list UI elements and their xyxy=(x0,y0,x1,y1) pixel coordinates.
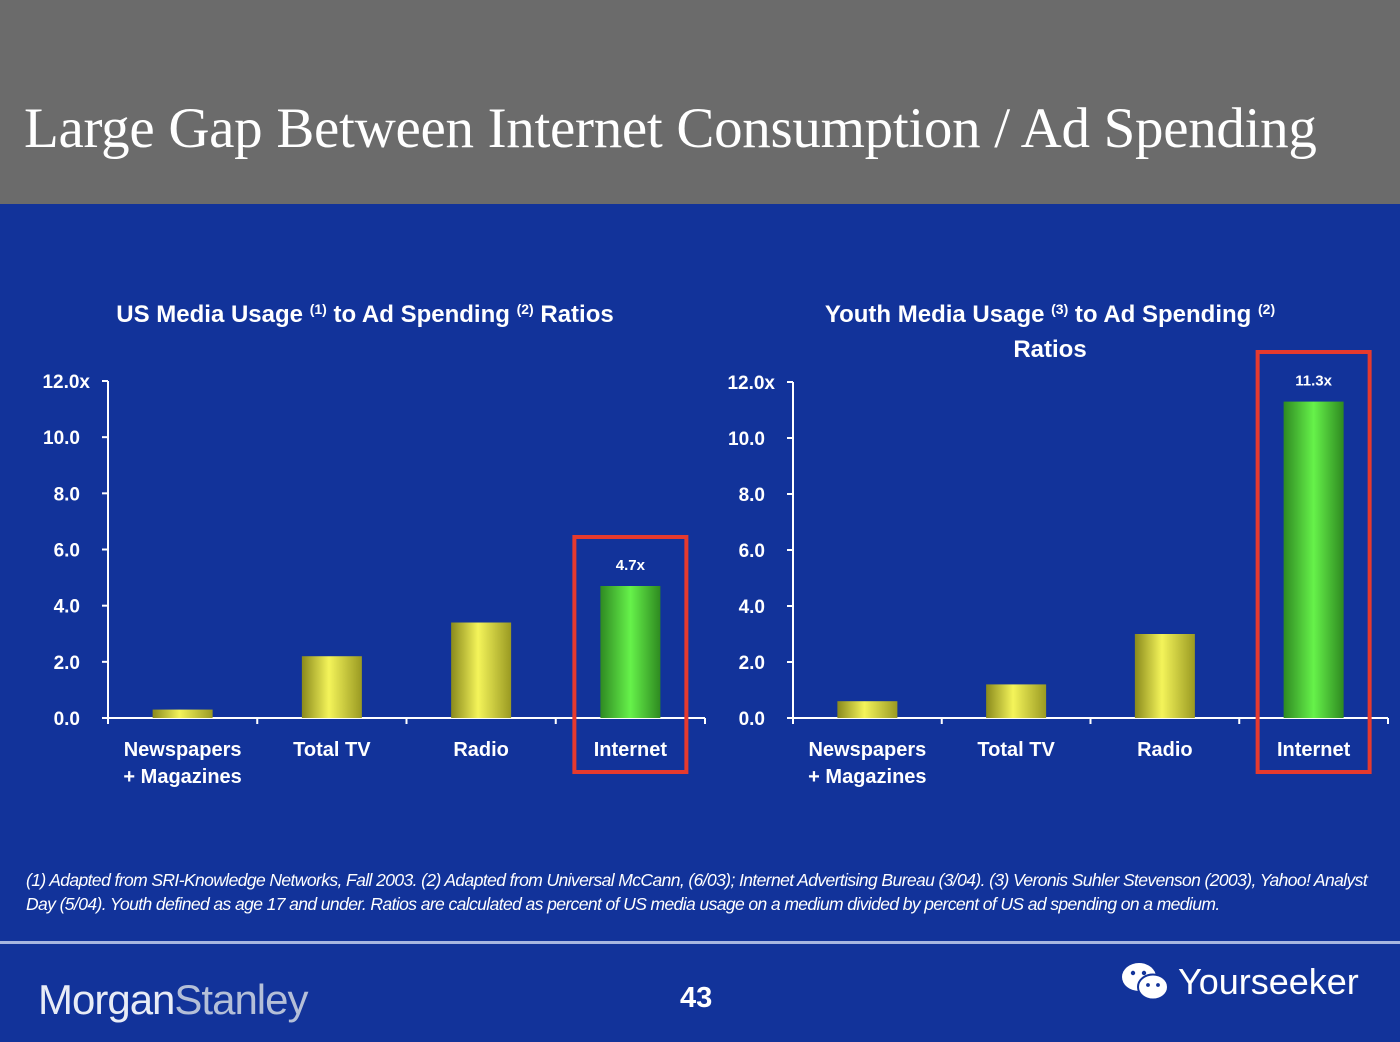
bar-internet xyxy=(600,586,661,718)
bar-radio xyxy=(451,622,512,718)
divider xyxy=(0,941,1400,944)
x-tick-label: Internet xyxy=(594,739,668,761)
chart-title-us: US Media Usage (1) to Ad Spending (2) Ra… xyxy=(116,301,614,328)
highlight-box xyxy=(572,535,689,774)
data-label: 4.7x xyxy=(616,557,646,574)
x-tick-label: Radio xyxy=(1137,739,1193,761)
data-label: 11.3x xyxy=(1295,373,1332,390)
y-tick-label: 0.0 xyxy=(739,709,765,730)
y-tick-label: 10.0 xyxy=(43,428,80,449)
y-tick-label: 6.0 xyxy=(739,541,765,562)
x-tick-label: Total TV xyxy=(977,739,1055,761)
bar-total-tv xyxy=(301,656,362,718)
footnote: (1) Adapted from SRI-Knowledge Networks,… xyxy=(26,870,1368,914)
y-tick-label: 4.0 xyxy=(739,597,765,618)
watermark: Yourseeker xyxy=(1120,960,1359,1004)
y-tick-label: 0.0 xyxy=(54,709,80,730)
highlight-box xyxy=(1255,350,1372,774)
bar-radio xyxy=(1134,634,1195,718)
wechat-icon xyxy=(1122,963,1169,1001)
x-tick-label: Newspapers xyxy=(124,739,242,761)
y-tick-label: 12.0x xyxy=(42,372,90,393)
chart-title-youth: Youth Media Usage (3) to Ad Spending (2)… xyxy=(824,301,1276,363)
header: Large Gap Between Internet Consumption /… xyxy=(0,0,1400,204)
page-title: Large Gap Between Internet Consumption /… xyxy=(24,97,1317,160)
x-tick-label: Radio xyxy=(453,739,509,761)
y-tick-label: 2.0 xyxy=(54,653,80,674)
page-number: 43 xyxy=(680,982,713,1014)
x-tick-label: Internet xyxy=(1277,739,1351,761)
x-tick-label: Newspapers xyxy=(808,739,926,761)
bar-total-tv xyxy=(986,684,1047,718)
x-tick-label: + Magazines xyxy=(808,766,926,788)
bar-newspapers xyxy=(152,709,213,718)
y-tick-label: 10.0 xyxy=(728,429,765,450)
y-tick-label: 6.0 xyxy=(54,541,80,562)
y-tick-label: 8.0 xyxy=(54,484,80,505)
y-tick-label: 12.0x xyxy=(727,373,775,394)
morgan-stanley-logo: MorganStanley xyxy=(38,976,309,1023)
x-tick-label: + Magazines xyxy=(123,766,241,788)
y-tick-label: 8.0 xyxy=(739,485,765,506)
bar-internet xyxy=(1283,401,1344,718)
bar-newspapers xyxy=(837,701,898,718)
y-tick-label: 2.0 xyxy=(739,653,765,674)
x-tick-label: Total TV xyxy=(293,739,371,761)
y-tick-label: 4.0 xyxy=(54,597,80,618)
